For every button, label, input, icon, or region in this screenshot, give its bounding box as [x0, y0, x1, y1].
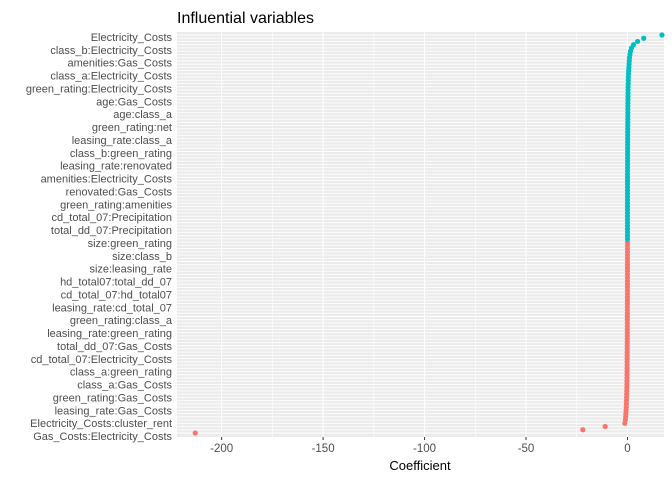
category-label: leasing_rate:green_rating	[47, 328, 172, 340]
category-label: cd_total_07:Electricity_Costs	[31, 354, 173, 366]
category-label: leasing_rate:renovated	[60, 161, 172, 173]
category-label: leasing_rate:Gas_Costs	[55, 405, 173, 417]
x-axis: -200 -150 -100 -50 0	[210, 437, 631, 455]
category-label: age:Gas_Costs	[96, 96, 172, 108]
category-label: cd_total_07:hd_total07	[61, 289, 172, 301]
y-axis-labels: Gas_Costs:Electricity_CostsElectricity_C…	[26, 32, 173, 443]
data-point	[580, 427, 586, 433]
data-point	[630, 42, 637, 48]
category-label: total_dd_07:Gas_Costs	[57, 341, 172, 353]
category-label: total_dd_07:Precipitation	[51, 225, 172, 237]
category-label: green_rating:net	[92, 122, 172, 134]
category-label: leasing_rate:cd_total_07	[52, 302, 172, 314]
category-label: Electricity_Costs:cluster_rent	[30, 418, 172, 430]
category-label: green_rating:Gas_Costs	[53, 392, 173, 404]
category-label: class_b:Electricity_Costs	[50, 45, 172, 57]
x-axis-title: Coefficient	[389, 458, 451, 473]
grid-lines	[177, 32, 664, 437]
category-label: class_a:Electricity_Costs	[50, 71, 172, 83]
data-point	[602, 423, 608, 430]
category-label: size:green_rating	[88, 238, 172, 250]
category-label: leasing_rate:class_a	[72, 135, 173, 147]
data-point	[192, 430, 198, 436]
chart-title: Influential variables	[177, 10, 314, 27]
data-point	[641, 35, 647, 41]
x-tick-label: -200	[210, 443, 233, 455]
category-label: age:class_a	[113, 109, 173, 121]
data-point	[635, 38, 641, 45]
category-label: class_b:green_rating	[70, 148, 172, 160]
data-points	[192, 32, 665, 436]
category-label: cd_total_07:Precipitation	[52, 212, 172, 224]
category-label: class_a:Gas_Costs	[77, 380, 172, 392]
x-tick-label: -100	[413, 443, 436, 455]
category-label: size:class_b	[112, 251, 172, 263]
category-label: Gas_Costs:Electricity_Costs	[33, 431, 172, 443]
category-label: hd_total07:total_dd_07	[60, 277, 172, 289]
category-label: renovated:Gas_Costs	[66, 186, 173, 198]
x-tick-label: 0	[624, 443, 630, 455]
plot-panel	[177, 32, 664, 437]
x-tick-label: -150	[312, 443, 335, 455]
category-label: amenities:Gas_Costs	[67, 58, 172, 70]
data-point	[659, 32, 665, 38]
category-label: amenities:Electricity_Costs	[41, 174, 173, 186]
category-label: green_rating:class_a	[70, 315, 173, 327]
category-label: size:leasing_rate	[89, 264, 172, 276]
category-label: green_rating:Electricity_Costs	[26, 83, 173, 95]
category-label: green_rating:amenities	[60, 199, 172, 211]
x-tick-label: -50	[518, 443, 535, 455]
category-label: class_a:green_rating	[70, 367, 172, 379]
category-label: Electricity_Costs	[91, 32, 173, 44]
